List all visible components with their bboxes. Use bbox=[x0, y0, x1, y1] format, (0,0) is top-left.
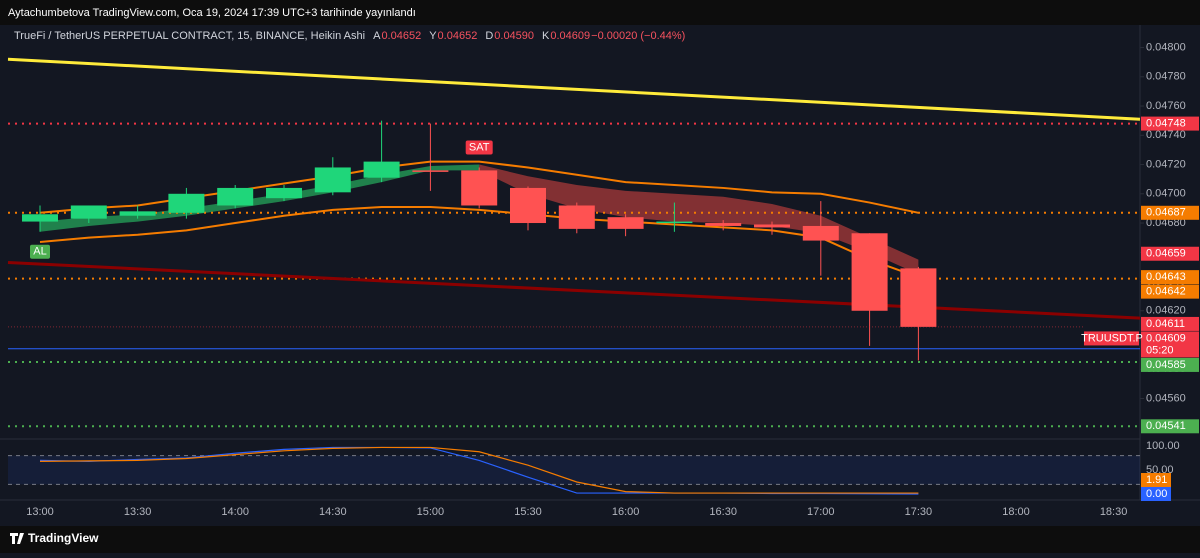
legend-key: A bbox=[373, 30, 381, 42]
logo bbox=[10, 533, 24, 544]
price-badge-label: 0.04659 bbox=[1146, 248, 1186, 260]
x-tick-label: 14:30 bbox=[319, 506, 347, 518]
symbol-label: TRUUSDT.P bbox=[1081, 332, 1143, 344]
footer-brand: TradingView bbox=[28, 531, 99, 545]
signal-label: SAT bbox=[469, 141, 490, 153]
price-badge-label: 0.04609 bbox=[1146, 332, 1186, 344]
candle-body bbox=[70, 205, 107, 219]
oscillator-band bbox=[8, 455, 1140, 485]
price-badge bbox=[1141, 270, 1199, 285]
y-tick-label: 0.04700 bbox=[1146, 188, 1186, 200]
bottom-bar bbox=[0, 526, 1200, 553]
candle-body bbox=[705, 223, 742, 226]
symbol-badge bbox=[1084, 331, 1139, 346]
y-tick-label: 0.04680 bbox=[1146, 217, 1186, 229]
candle-body bbox=[314, 167, 351, 193]
candle-body bbox=[802, 225, 839, 241]
y-tick-label: 0.04780 bbox=[1146, 71, 1186, 83]
legend-key: K bbox=[542, 30, 550, 42]
candle-body bbox=[265, 187, 302, 199]
candle-body bbox=[412, 170, 449, 172]
oscillator-line bbox=[39, 446, 919, 494]
legend-value: 0.04609 bbox=[550, 30, 590, 42]
price-badge bbox=[1141, 419, 1199, 434]
oscillator-badge bbox=[1141, 487, 1171, 501]
y-tick-label: 0.04560 bbox=[1146, 392, 1186, 404]
candle-body bbox=[607, 217, 644, 229]
price-badge bbox=[1141, 316, 1199, 331]
price-badge-label: 0.04643 bbox=[1146, 271, 1186, 283]
y-tick-label: 0.04800 bbox=[1146, 41, 1186, 53]
oscillator-badge-label: 1.91 bbox=[1146, 474, 1167, 486]
y-tick-label: 0.04620 bbox=[1146, 305, 1186, 317]
price-badge-label: 0.04687 bbox=[1146, 207, 1186, 219]
candle-body bbox=[509, 187, 546, 224]
candle-body bbox=[168, 193, 205, 213]
price-badge bbox=[1141, 246, 1199, 261]
trendline bbox=[7, 261, 1141, 320]
x-tick-label: 15:30 bbox=[514, 506, 542, 518]
price-badge bbox=[1141, 116, 1199, 131]
x-tick-label: 16:30 bbox=[709, 506, 737, 518]
oscillator-tick-label: 100.00 bbox=[1146, 440, 1180, 452]
oscillator-badge-label: 0.00 bbox=[1146, 488, 1167, 500]
trendline bbox=[7, 57, 1141, 121]
price-badge-label: 0.04585 bbox=[1146, 359, 1186, 371]
legend-value: −0.00020 (−0.44%) bbox=[591, 30, 685, 42]
signal-label: AL bbox=[33, 246, 46, 258]
x-tick-label: 13:30 bbox=[124, 506, 152, 518]
price-badge bbox=[1141, 357, 1199, 372]
x-tick-label: 18:00 bbox=[1002, 506, 1030, 518]
x-tick-label: 18:30 bbox=[1100, 506, 1128, 518]
countdown: 05:20 bbox=[1146, 344, 1174, 356]
candle-body bbox=[900, 268, 937, 327]
candle-body bbox=[217, 187, 254, 206]
x-tick-label: 13:00 bbox=[26, 506, 54, 518]
price-badge-label: 0.04748 bbox=[1146, 117, 1186, 129]
candle-body bbox=[558, 205, 595, 229]
y-tick-label: 0.04720 bbox=[1146, 158, 1186, 170]
published-text: Aytachumbetova TradingView.com, Oca 19, … bbox=[8, 7, 416, 19]
candle-body bbox=[22, 214, 58, 222]
signal-badge bbox=[465, 140, 493, 155]
price-badge-label: 0.04642 bbox=[1146, 286, 1186, 298]
candle-body bbox=[753, 224, 790, 228]
x-tick-label: 17:00 bbox=[807, 506, 835, 518]
y-tick-label: 0.04760 bbox=[1146, 100, 1186, 112]
signal-badge bbox=[30, 244, 50, 259]
legend-value: 0.04652 bbox=[438, 30, 478, 42]
price-badge bbox=[1141, 331, 1199, 358]
y-tick-label: 0.04740 bbox=[1146, 129, 1186, 141]
legend-key: D bbox=[485, 30, 493, 42]
price-badge bbox=[1141, 205, 1199, 220]
x-tick-label: 15:00 bbox=[417, 506, 445, 518]
legend: TrueFi / TetherUS PERPETUAL CONTRACT, 15… bbox=[14, 30, 685, 42]
oscillator-badge bbox=[1141, 473, 1171, 487]
x-tick-label: 17:30 bbox=[905, 506, 933, 518]
candle-body bbox=[656, 221, 693, 224]
top-bar bbox=[0, 0, 1200, 25]
cloud bbox=[479, 164, 919, 275]
price-badge-label: 0.04611 bbox=[1146, 318, 1185, 330]
price-badge bbox=[1141, 284, 1199, 299]
oscillator-tick-label: 50.00 bbox=[1146, 464, 1174, 476]
candle-body bbox=[363, 161, 400, 178]
x-tick-label: 14:00 bbox=[221, 506, 249, 518]
candle-body bbox=[461, 170, 498, 206]
symbol-title: TrueFi / TetherUS PERPETUAL CONTRACT, 15… bbox=[14, 30, 365, 42]
x-tick-label: 16:00 bbox=[612, 506, 640, 518]
legend-value: 0.04590 bbox=[494, 30, 534, 42]
price-badge-label: 0.04541 bbox=[1146, 420, 1186, 432]
legend-key: Y bbox=[429, 30, 437, 42]
candle-body bbox=[119, 211, 156, 216]
legend-value: 0.04652 bbox=[381, 30, 421, 42]
candle-body bbox=[851, 233, 888, 311]
